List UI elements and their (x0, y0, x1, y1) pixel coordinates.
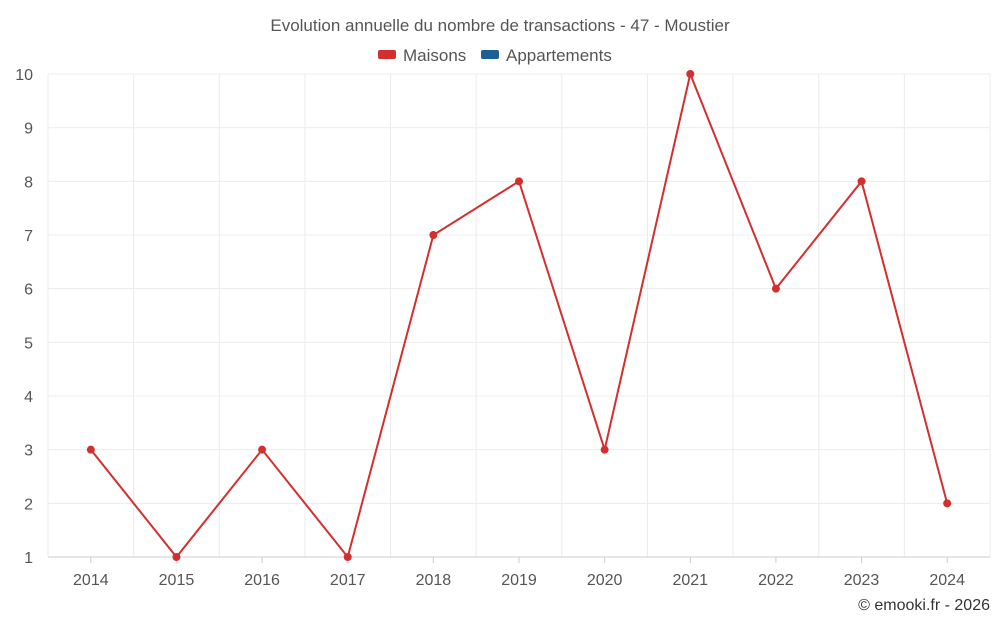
x-tick-label: 2015 (159, 572, 195, 589)
legend-swatch-appartements (481, 50, 499, 59)
x-tick-label: 2017 (330, 572, 366, 589)
y-tick-label: 3 (24, 443, 33, 460)
grid (47, 73, 991, 558)
credit-text: © emooki.fr - 2026 (858, 597, 990, 614)
y-tick-label: 1 (24, 550, 33, 567)
data-point-maisons-2018[interactable] (429, 231, 438, 239)
y-tick-label: 2 (24, 496, 33, 513)
data-point-maisons-2014[interactable] (86, 445, 95, 454)
data-point-maisons-2017[interactable] (343, 553, 352, 561)
data-point-maisons-2021[interactable] (686, 70, 695, 78)
legend-item-appartements[interactable]: Appartements (481, 46, 612, 65)
data-point-maisons-2016[interactable] (258, 445, 267, 454)
axes: 1 2 3 4 5 6 7 8 9 10 2014 2015 2016 2017 2018 2019 2020 2… (15, 67, 965, 589)
x-tick-label: 2023 (844, 572, 880, 589)
data-point-maisons-2023[interactable] (857, 177, 866, 186)
chart-title: Evolution annuelle du nombre de transact… (270, 16, 730, 35)
x-tick-label: 2019 (501, 572, 537, 589)
data-point-maisons-2015[interactable] (172, 553, 181, 561)
x-tick-label: 2021 (672, 572, 708, 589)
data-point-maisons-2020[interactable] (600, 445, 609, 454)
x-tick-label: 2014 (73, 572, 109, 589)
x-tick-label: 2020 (587, 572, 623, 589)
y-tick-label: 8 (24, 174, 33, 191)
y-tick-label: 7 (24, 228, 33, 245)
data-point-maisons-2019[interactable] (515, 177, 523, 186)
legend-item-maisons[interactable]: Maisons (378, 46, 466, 65)
x-tick-label: 2018 (416, 572, 452, 589)
data-point-maisons-2024[interactable] (943, 499, 952, 508)
data-point-maisons-2022[interactable] (771, 284, 780, 293)
x-tick-label: 2024 (929, 572, 965, 589)
legend-label-maisons: Maisons (403, 46, 466, 65)
x-tick-label: 2016 (244, 572, 280, 589)
series-maisons (86, 70, 952, 561)
legend: Maisons Appartements (378, 46, 612, 65)
y-tick-label: 10 (15, 67, 33, 84)
legend-label-appartements: Appartements (506, 46, 612, 65)
y-tick-label: 5 (24, 335, 33, 352)
y-tick-label: 6 (24, 282, 33, 299)
x-tick-label: 2022 (758, 572, 794, 589)
y-tick-label: 9 (24, 121, 33, 138)
legend-swatch-maisons (378, 50, 396, 59)
y-tick-label: 4 (24, 389, 33, 406)
